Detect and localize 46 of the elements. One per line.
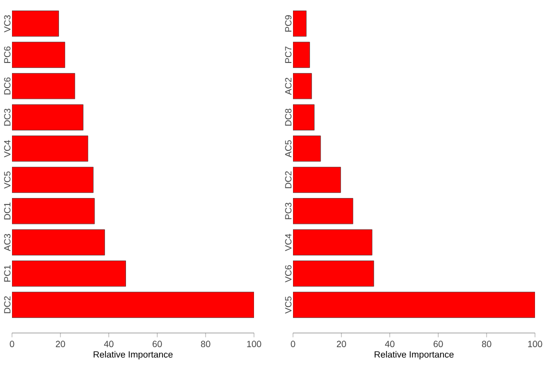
- x-axis-title: Relative Importance: [94, 351, 173, 360]
- y-tick-label: DC2: [285, 171, 292, 188]
- y-tick-label: DC3: [4, 108, 10, 126]
- y-tick-label: PC7: [285, 46, 292, 63]
- x-tick-label: 100: [528, 340, 542, 348]
- y-tick-label: DC8: [285, 108, 292, 126]
- bar: [12, 10, 59, 37]
- bar: [12, 260, 126, 287]
- bar: [293, 10, 307, 37]
- x-tick-label: 0: [290, 340, 296, 348]
- y-tick-label: PC6: [4, 46, 10, 63]
- bar: [12, 292, 254, 318]
- y-tick-label: DC1: [4, 202, 10, 220]
- y-tick-label: PC9: [285, 15, 292, 32]
- bar: [293, 292, 535, 318]
- y-tick-label: VC5: [4, 171, 10, 189]
- x-tick-label: 80: [482, 340, 492, 348]
- x-tick-label: 20: [336, 340, 346, 348]
- y-tick-label: AC3: [4, 234, 10, 252]
- x-tick-label: 60: [434, 340, 443, 348]
- bar: [293, 229, 372, 256]
- bar: [293, 198, 354, 224]
- x-tick-label: 20: [56, 340, 66, 348]
- y-tick-label: VC3: [4, 15, 10, 32]
- y-tick-label: VC4: [4, 140, 10, 158]
- y-tick-label: VC4: [285, 234, 292, 252]
- y-tick-label: DC6: [4, 78, 10, 94]
- y-tick-label: DC2: [4, 296, 10, 314]
- x-tick-label: 0: [10, 340, 14, 348]
- bar: [12, 198, 95, 224]
- x-tick-label: 80: [200, 340, 210, 348]
- x-axis-title: Relative Importance: [374, 351, 454, 360]
- x-tick-label: 40: [104, 340, 114, 348]
- bar: [293, 42, 310, 68]
- x-tick-label: 100: [247, 340, 262, 348]
- x-tick-label: 40: [385, 340, 394, 348]
- y-tick-label: VC6: [285, 265, 292, 282]
- bar: [12, 42, 66, 68]
- bar: [293, 260, 374, 287]
- y-tick-label: AC2: [285, 78, 292, 95]
- y-tick-label: AC5: [285, 140, 292, 158]
- x-tick-label: 60: [152, 340, 162, 348]
- y-tick-label: PC1: [4, 265, 10, 282]
- bar: [12, 229, 105, 256]
- y-tick-label: VC5: [285, 296, 292, 314]
- y-tick-label: PC3: [285, 202, 292, 220]
